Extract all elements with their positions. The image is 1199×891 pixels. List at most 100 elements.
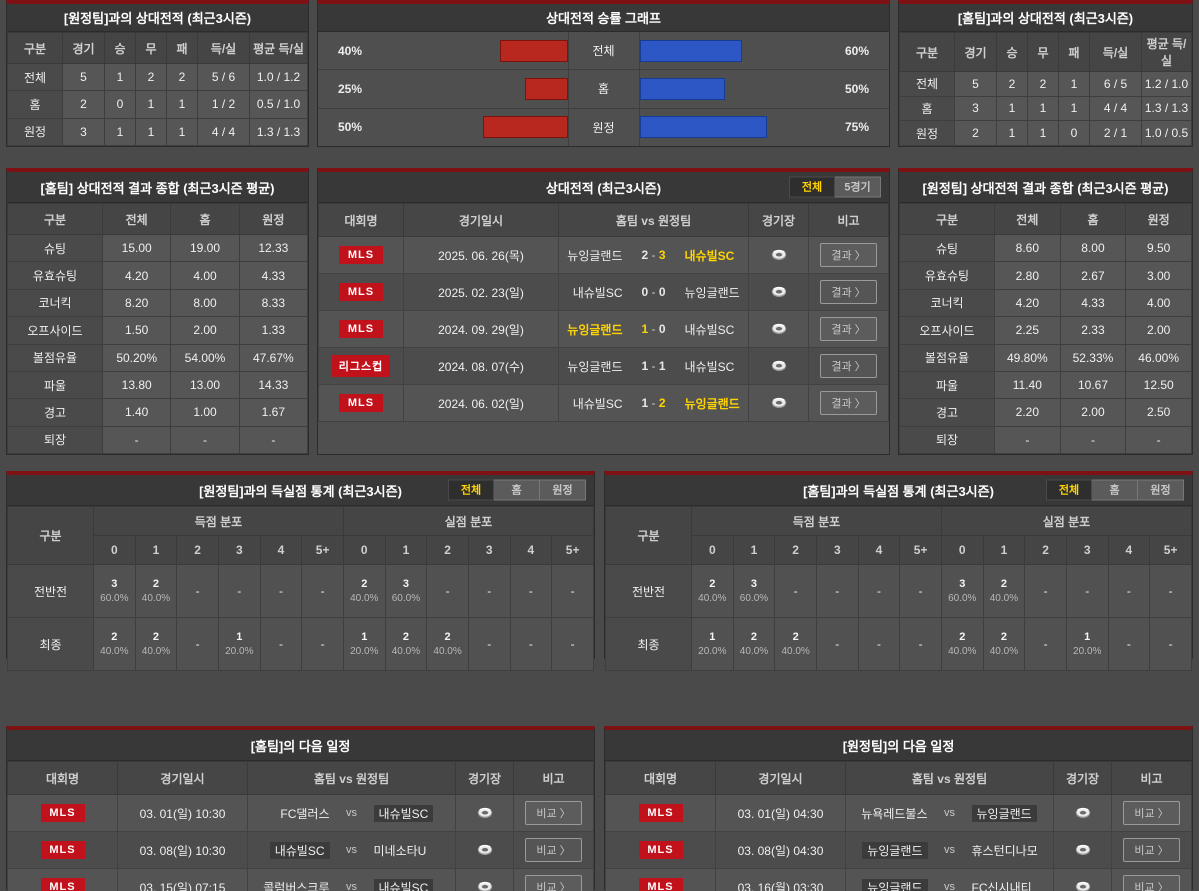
- stadium-icon[interactable]: [476, 880, 494, 891]
- filter-tab[interactable]: 5경기: [835, 176, 881, 198]
- result-button[interactable]: 결과 〉: [820, 243, 877, 267]
- right-percent-label: 50%: [844, 81, 869, 96]
- panel-title: [홈팀]의 다음 일정: [7, 730, 594, 761]
- dist-cell: -: [301, 564, 344, 618]
- table-row: 볼점유율 49.80% 52.33% 46.00%: [899, 343, 1192, 372]
- stat-value: 2.00: [170, 316, 240, 345]
- compare-button[interactable]: 비교 〉: [1123, 801, 1180, 825]
- row-label: 볼점유율: [7, 343, 103, 372]
- dist-count: 1: [236, 630, 243, 643]
- compare-button[interactable]: 비교 〉: [525, 875, 582, 891]
- stadium-icon[interactable]: [770, 248, 788, 263]
- column-header: 전체: [101, 203, 172, 235]
- compare-button[interactable]: 비교 〉: [525, 801, 582, 825]
- column-header: 1: [384, 535, 428, 565]
- row-label: 최종: [605, 617, 692, 671]
- column-header: 5+: [899, 535, 942, 565]
- home-team-name: 내슈빌SC: [572, 285, 623, 300]
- dist-count: 2: [959, 630, 966, 643]
- compare-button[interactable]: 비교 〉: [525, 838, 582, 862]
- stat-value: 1: [166, 90, 198, 119]
- winrate-graph: 40% 전체 60% 25% 홈 50% 50% 원정 75%: [318, 32, 889, 146]
- row-label: 퇴장: [899, 425, 995, 455]
- stadium-icon[interactable]: [476, 806, 494, 821]
- stadium-icon-svg: [771, 324, 786, 335]
- filter-tab[interactable]: 원정: [1138, 479, 1184, 501]
- result-button[interactable]: 결과 〉: [820, 391, 877, 415]
- column-header: 무: [1027, 32, 1059, 72]
- dist-cell: -: [774, 564, 817, 618]
- stadium-icon[interactable]: [770, 359, 788, 374]
- column-header: 전체: [994, 203, 1061, 235]
- stadium-icon[interactable]: [770, 285, 788, 300]
- stat-value: 1.33: [238, 316, 309, 345]
- blue-bar: [639, 116, 767, 139]
- column-header: 0: [342, 535, 386, 565]
- filter-tab[interactable]: 홈: [1092, 479, 1138, 501]
- dist-cell: 2 40.0%: [691, 564, 734, 618]
- stat-value: 13.00: [170, 370, 240, 400]
- away-score: 0: [658, 322, 666, 336]
- group-header-conceded: 실점 분포: [940, 506, 1193, 536]
- right-bar-track: [638, 108, 820, 146]
- panel-title: [홈팀]과의 득실점 통계 (최근3시즌) 전체 홈 원정: [605, 475, 1192, 506]
- stat-value: 6 / 5: [1089, 71, 1142, 97]
- column-header: 구분: [7, 506, 94, 565]
- filter-tab[interactable]: 홈: [494, 479, 540, 501]
- league-badge: MLS: [339, 394, 383, 412]
- dist-cell: -: [815, 617, 859, 671]
- away-team-name: 내슈빌SC: [684, 248, 735, 263]
- stadium-icon[interactable]: [1074, 806, 1092, 821]
- league-badge: MLS: [339, 320, 383, 338]
- stadium-icon[interactable]: [1074, 843, 1092, 858]
- dist-cell: -: [426, 564, 469, 618]
- stadium-icon-svg: [771, 287, 786, 298]
- stadium-icon[interactable]: [770, 322, 788, 337]
- league-badge: 리그스컵: [331, 355, 391, 377]
- panel-winrate-graph: 상대전적 승률 그래프 40% 전체 60% 25% 홈 50% 50% 원정 75%: [317, 0, 890, 147]
- row-label: 원정: [7, 117, 63, 147]
- graph-row-label: 홈: [597, 82, 610, 97]
- filter-tab[interactable]: 전체: [448, 479, 494, 501]
- stadium-icon[interactable]: [770, 396, 788, 411]
- stat-value: 3: [62, 117, 105, 147]
- stat-value: 11.40: [994, 370, 1061, 400]
- group-header-scored: 득점 분포: [93, 506, 344, 536]
- vs-label: vs: [346, 844, 357, 856]
- stat-value: 14.33: [238, 370, 309, 400]
- dist-cell: -: [1149, 564, 1192, 618]
- column-header: 대회명: [605, 761, 716, 795]
- compare-button[interactable]: 비교 〉: [1123, 875, 1180, 891]
- dist-cell: -: [259, 564, 303, 618]
- dist-percent: 20.0%: [1073, 645, 1102, 657]
- column-header: 2: [176, 535, 219, 565]
- match-row: MLS 2024. 09. 29(일) 뉴잉글랜드 1 - 0 내슈빌SC 결과 〉: [318, 310, 889, 348]
- dist-count: 2: [152, 630, 160, 643]
- stat-value: 0.5 / 1.0: [249, 90, 308, 119]
- stadium-icon[interactable]: [476, 843, 494, 858]
- result-button[interactable]: 결과 〉: [820, 354, 877, 378]
- stat-value: 2: [1027, 71, 1059, 97]
- stat-value: 4.20: [994, 288, 1061, 318]
- result-button[interactable]: 결과 〉: [820, 280, 877, 304]
- filter-tab[interactable]: 전체: [1046, 479, 1092, 501]
- away-team-name: 내슈빌SC: [373, 878, 434, 891]
- dist-count: 2: [750, 630, 758, 643]
- result-button[interactable]: 결과 〉: [820, 317, 877, 341]
- stadium-icon[interactable]: [1074, 880, 1092, 891]
- stat-value: 49.80%: [994, 343, 1061, 372]
- match-date: 2024. 09. 29(일): [403, 310, 559, 348]
- row-label: 유효슈팅: [7, 261, 103, 290]
- stat-value: 1.3 / 1.3: [249, 117, 308, 147]
- filter-tab[interactable]: 원정: [540, 479, 586, 501]
- filter-tabs: 전체 홈 원정: [1046, 479, 1184, 501]
- row-label: 파울: [7, 370, 103, 400]
- dist-count: 2: [111, 630, 118, 643]
- compare-button[interactable]: 비교 〉: [1123, 838, 1180, 862]
- stat-value: 2.00: [1125, 316, 1192, 345]
- column-header: 비고: [513, 761, 594, 795]
- filter-tab[interactable]: 전체: [789, 176, 835, 198]
- column-header: 홈팀 vs 원정팀: [845, 761, 1054, 795]
- stat-value: 1: [104, 117, 136, 147]
- column-header: 0: [691, 535, 734, 565]
